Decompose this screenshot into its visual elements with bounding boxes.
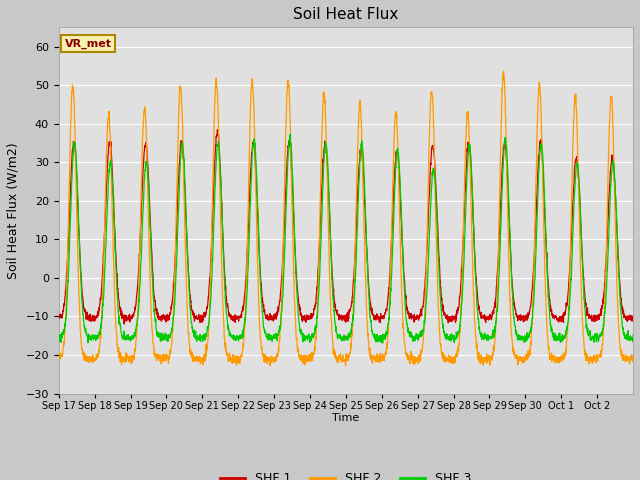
Y-axis label: Soil Heat Flux (W/m2): Soil Heat Flux (W/m2)	[7, 142, 20, 279]
X-axis label: Time: Time	[332, 413, 360, 423]
Title: Soil Heat Flux: Soil Heat Flux	[293, 7, 399, 22]
Legend: SHF 1, SHF 2, SHF 3: SHF 1, SHF 2, SHF 3	[215, 467, 477, 480]
Text: VR_met: VR_met	[65, 38, 111, 48]
